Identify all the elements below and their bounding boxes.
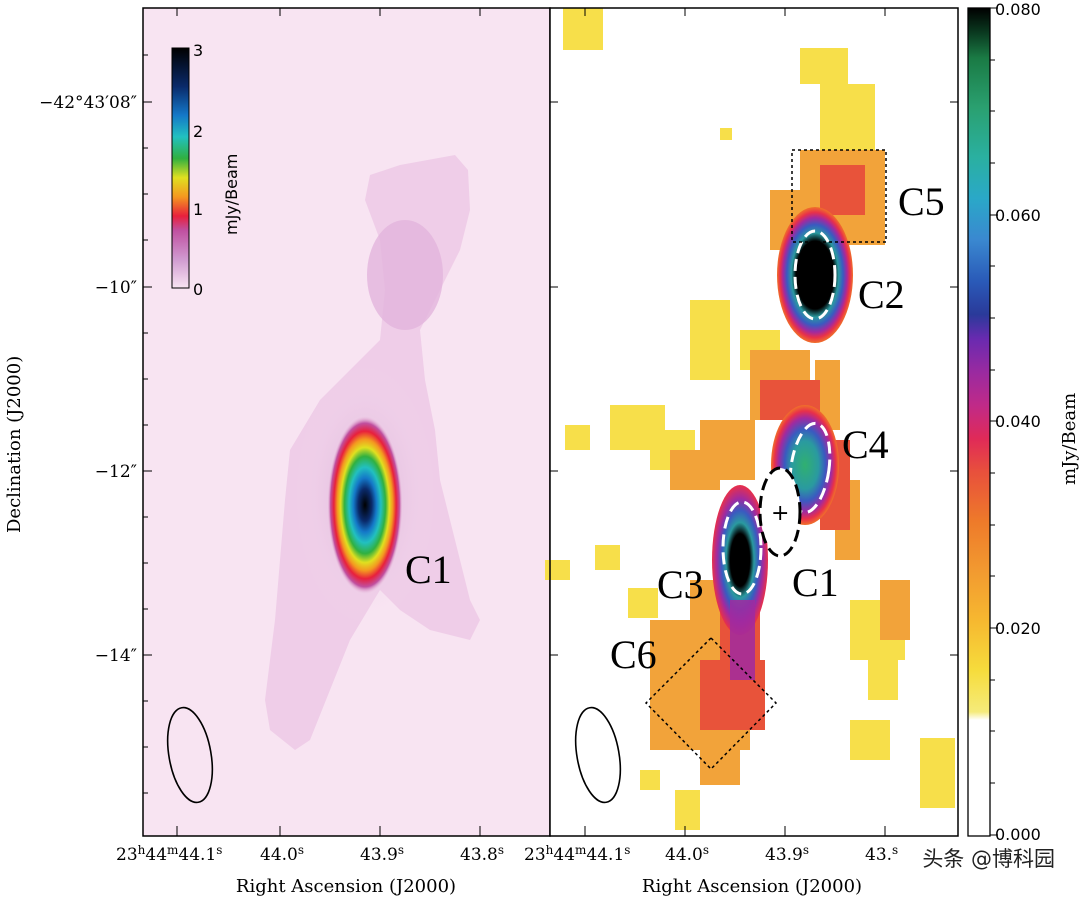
- c4-contour: [788, 421, 832, 515]
- c6-box: [644, 636, 778, 771]
- yellow-emission: [545, 8, 955, 830]
- x-tick-right-2: 44.0s: [665, 843, 709, 865]
- c3-tail: [730, 600, 755, 680]
- cb-tick-0060: 0.060: [995, 206, 1041, 225]
- c3-contour: [721, 500, 763, 596]
- c2-source: [777, 207, 853, 343]
- x-tick-left-3: 43.9s: [360, 843, 404, 865]
- c1-contour: [758, 466, 802, 558]
- x-tick-left-1: 23h44m44.1s: [116, 843, 222, 865]
- left-cb-tick-2: 2: [193, 122, 203, 141]
- right-panel: + C5 C2 C4 C3 C1 C6: [545, 7, 959, 837]
- y-axis-title: Declination (J2000): [4, 356, 25, 533]
- left-cb-tick-0: 0: [193, 280, 203, 299]
- x-tick-left-2: 44.0s: [260, 843, 304, 865]
- y-tick-10: −10″: [95, 278, 137, 298]
- beam-ellipse-left: [166, 706, 214, 804]
- x-tick-right-1: 23h44m44.1s: [524, 843, 630, 865]
- label-c1-left: C1: [405, 547, 452, 592]
- x-tick-left-4: 43.8s: [460, 843, 504, 865]
- northern-clump: [367, 220, 443, 330]
- x-axis-title-right: Right Ascension (J2000): [642, 876, 862, 897]
- colorbar-label: mJy/Beam: [1059, 393, 1080, 485]
- main-colorbar: 0.080 0.060 0.040 0.020 0.000 mJy/Beam: [967, 0, 1080, 844]
- label-c2: C2: [858, 272, 905, 317]
- left-panel: C1 3 2 1 0 mJy/Beam: [142, 7, 551, 837]
- beam-ellipse-right: [574, 706, 622, 804]
- x-axis-ticks: [176, 8, 886, 836]
- left-cb-tick-3: 3: [193, 41, 203, 60]
- y-tick-0808: −42°43′08″: [39, 93, 137, 113]
- right-frame: [549, 7, 959, 837]
- watermark-text: 头条 @博科园: [922, 847, 1055, 871]
- c2-contour: [793, 229, 837, 321]
- c1-cross-marker: +: [771, 501, 789, 526]
- y-axis-ticks: [143, 54, 958, 794]
- x-tick-right-3: 43.9s: [765, 843, 809, 865]
- c5-box: [791, 149, 887, 243]
- left-cb-tick-1: 1: [193, 200, 203, 219]
- y-tick-14: −14″: [95, 646, 137, 666]
- left-colorbar: [171, 47, 190, 289]
- x-axis-title-left: Right Ascension (J2000): [236, 876, 456, 897]
- cb-tick-0000: 0.000: [995, 825, 1041, 844]
- label-c5: C5: [898, 179, 945, 224]
- left-cb-label: mJy/Beam: [222, 154, 241, 235]
- c1-source: [327, 415, 403, 595]
- x-tick-right-4: 43.s: [865, 843, 898, 865]
- cb-tick-0040: 0.040: [995, 412, 1041, 431]
- y-tick-12: −12″: [95, 462, 137, 482]
- label-c4: C4: [842, 422, 889, 467]
- cb-tick-0020: 0.020: [995, 619, 1041, 638]
- colorbar-ticks: [990, 7, 998, 836]
- colorbar-gradient: [967, 7, 991, 837]
- label-c3: C3: [657, 562, 704, 607]
- cb-tick-0080: 0.080: [995, 0, 1041, 19]
- label-c1-right: C1: [792, 560, 839, 605]
- label-c6: C6: [610, 632, 657, 677]
